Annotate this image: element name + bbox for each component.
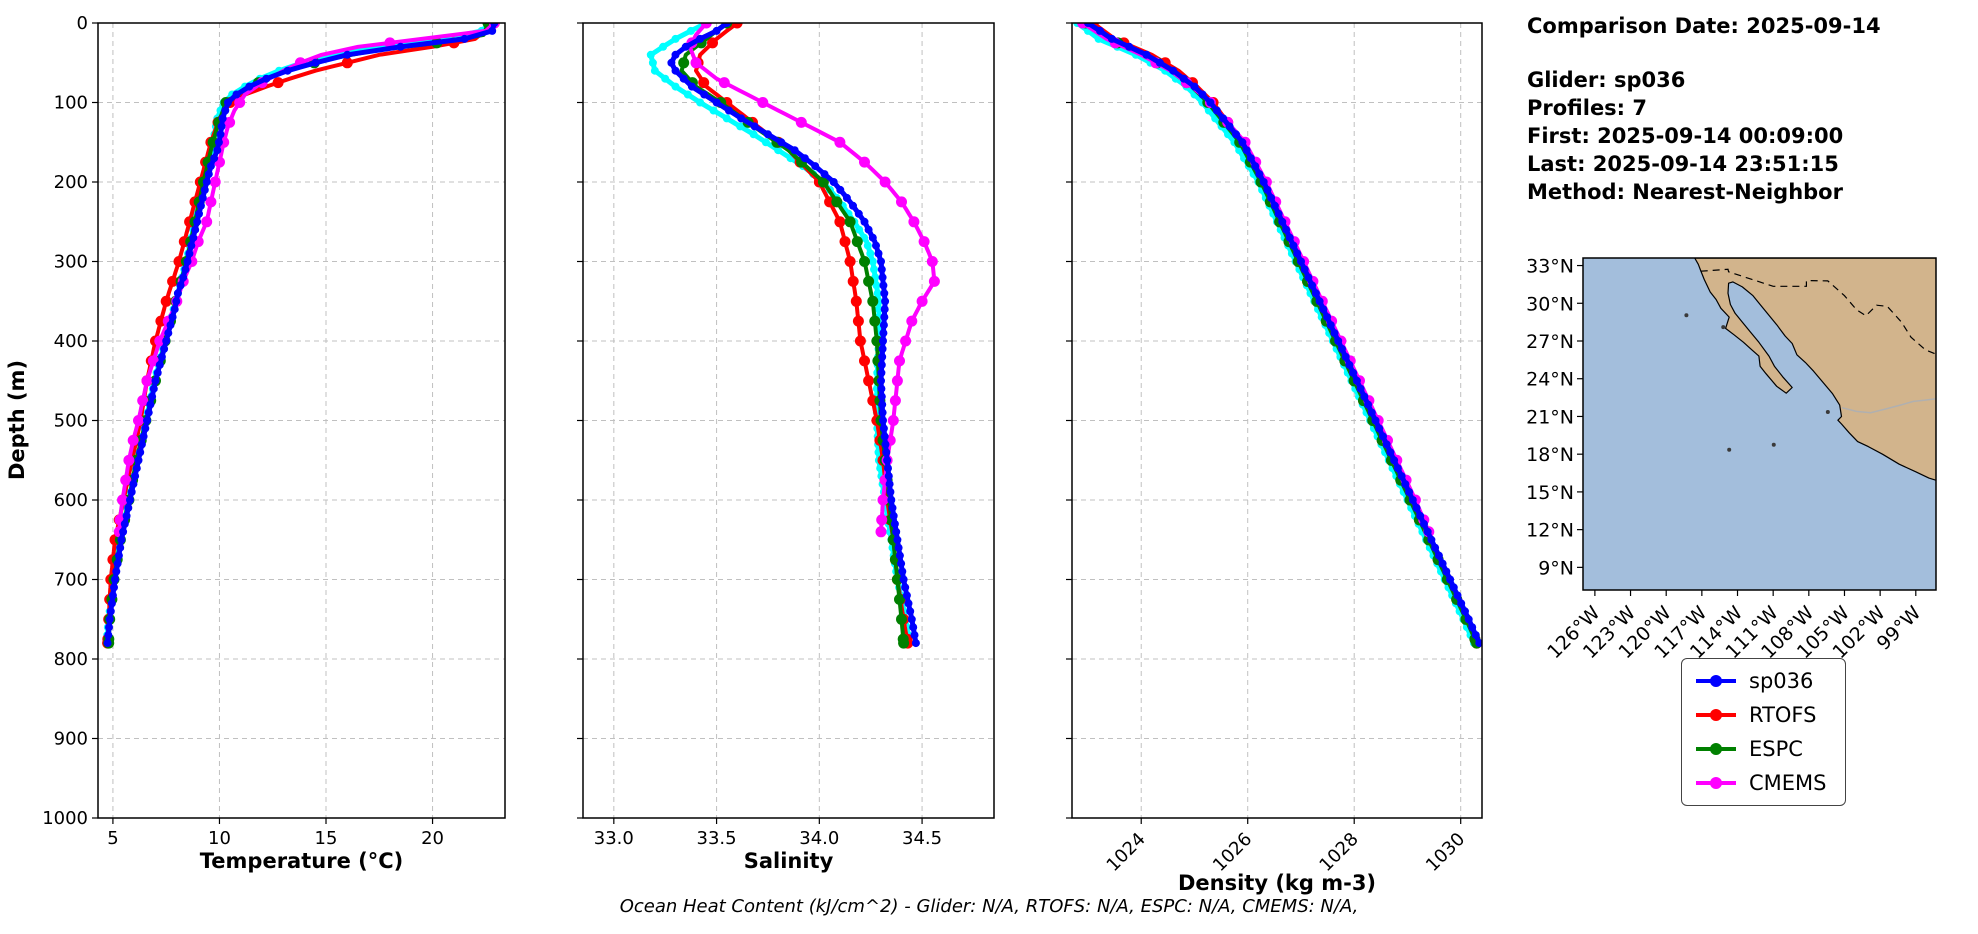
x-tick-label: 34.5	[902, 828, 942, 849]
y-tick-label: 500	[54, 411, 88, 432]
x-tick-label: 33.5	[697, 828, 737, 849]
island-dot	[1825, 410, 1830, 415]
island-dot	[1684, 313, 1689, 318]
x-tick-label: 1028	[1315, 829, 1362, 876]
info-spacer	[1527, 40, 1881, 66]
legend-line-marker-icon	[1696, 709, 1736, 721]
info-block: Comparison Date: 2025-09-14 Glider: sp03…	[1527, 12, 1881, 206]
legend-label: RTOFS	[1749, 703, 1817, 727]
legend-label: ESPC	[1749, 737, 1803, 761]
lat-tick-label: 24°N	[1526, 369, 1574, 391]
country-border-line	[1700, 268, 1936, 355]
method-label: Method: Nearest-Neighbor	[1527, 180, 1843, 204]
series-layer	[646, 23, 940, 649]
x-axis-label-temperature: Temperature (°C)	[200, 849, 403, 873]
legend-entry-cmems: CMEMS	[1694, 771, 1827, 795]
location-map: 33°N30°N27°N24°N21°N18°N15°N12°N9°N126°W…	[1526, 256, 1937, 664]
x-axis-label-salinity: Salinity	[744, 849, 834, 873]
first-profile-time: First: 2025-09-14 00:09:00	[1527, 124, 1844, 148]
plot-salinity: 33.0 33.5 34.0 34.5 Salinity	[577, 22, 995, 873]
map-frame	[1582, 257, 1937, 591]
lat-tick-label: 18°N	[1526, 444, 1574, 466]
y-tick-label: 1000	[42, 808, 88, 829]
x-tick-label: 34.0	[799, 828, 839, 849]
series-layer	[102, 23, 500, 649]
y-axis-label: Depth (m)	[5, 360, 29, 480]
x-tick-label: 5	[107, 828, 118, 849]
legend-line-marker-icon	[1696, 675, 1736, 687]
y-tick-label: 400	[54, 331, 88, 352]
island-dot	[1771, 442, 1776, 447]
x-tick-label: 1026	[1209, 829, 1256, 876]
series-sp036	[103, 23, 499, 648]
series-sp036	[667, 23, 920, 648]
y-tick-label: 100	[54, 93, 88, 114]
grid-lines	[583, 22, 994, 819]
legend-entry-espc: ESPC	[1694, 737, 1827, 761]
legend-label: CMEMS	[1749, 771, 1827, 795]
legend-label: sp036	[1749, 669, 1814, 693]
series-CMEMS	[686, 23, 940, 538]
lat-tick-label: 21°N	[1526, 406, 1574, 428]
y-tick-label: 700	[54, 570, 88, 591]
series-RTOFS	[1087, 23, 1482, 649]
legend-entry-sp036: sp036	[1694, 669, 1827, 693]
legend: sp036 RTOFS ESPC CMEMS	[1681, 658, 1846, 806]
profile-count: Profiles: 7	[1527, 96, 1648, 120]
river-line	[1841, 398, 1936, 414]
glider-name: Glider: sp036	[1527, 68, 1686, 92]
y-tick-label: 300	[54, 252, 88, 273]
lat-tick-label: 12°N	[1526, 520, 1574, 542]
grid-lines	[1072, 22, 1482, 819]
lat-tick-label: 27°N	[1526, 331, 1574, 353]
series-ESPC	[1079, 23, 1482, 649]
land-polygon	[1694, 258, 1936, 481]
map-ticks: 33°N30°N27°N24°N21°N18°N15°N12°N9°N126°W…	[1526, 256, 1925, 664]
y-tick-label: 900	[54, 729, 88, 750]
series-layer	[1073, 23, 1482, 649]
comparison-date: Comparison Date: 2025-09-14	[1527, 14, 1881, 38]
lat-tick-label: 30°N	[1526, 293, 1574, 315]
series-glider_profiles	[1073, 23, 1478, 648]
x-tick-label: 1024	[1103, 829, 1150, 876]
axes-frame	[1071, 22, 1483, 819]
last-profile-time: Last: 2025-09-14 23:51:15	[1527, 152, 1839, 176]
axis-ticks: 1024 1026 1028 1030	[1066, 22, 1469, 876]
x-tick-label: 1030	[1422, 829, 1469, 876]
ohc-caption: Ocean Heat Content (kJ/cm^2) - Glider: N…	[619, 896, 1359, 917]
legend-line-marker-icon	[1696, 777, 1736, 789]
island-dot	[1721, 325, 1726, 330]
plot-density: 1024 1026 1028 1030 Density (kg m-3)	[1066, 22, 1483, 895]
x-tick-label: 33.0	[594, 828, 634, 849]
legend-entry-rtofs: RTOFS	[1694, 703, 1827, 727]
map-inner	[1583, 258, 1936, 590]
series-CMEMS	[1077, 23, 1435, 538]
legend-line-marker-icon	[1696, 743, 1736, 755]
axis-ticks: 33.0 33.5 34.0 34.5	[577, 22, 942, 849]
island-dot	[1727, 447, 1732, 452]
lat-tick-label: 15°N	[1526, 482, 1574, 504]
lat-tick-label: 33°N	[1526, 256, 1574, 278]
lat-tick-label: 9°N	[1538, 557, 1574, 579]
x-tick-label: 10	[208, 828, 231, 849]
series-sp036	[1084, 23, 1482, 648]
y-tick-label: 800	[54, 649, 88, 670]
plot-temperature: 5 10 15 2001002003004005006007008009001000T…	[42, 13, 506, 873]
y-tick-label: 600	[54, 490, 88, 511]
y-tick-label: 200	[54, 172, 88, 193]
y-tick-label: 0	[77, 13, 88, 34]
grid-lines	[98, 22, 505, 819]
x-tick-label: 15	[315, 828, 338, 849]
x-axis-label-density: Density (kg m-3)	[1178, 871, 1376, 895]
axes-frame	[582, 22, 995, 819]
x-tick-label: 20	[421, 828, 444, 849]
